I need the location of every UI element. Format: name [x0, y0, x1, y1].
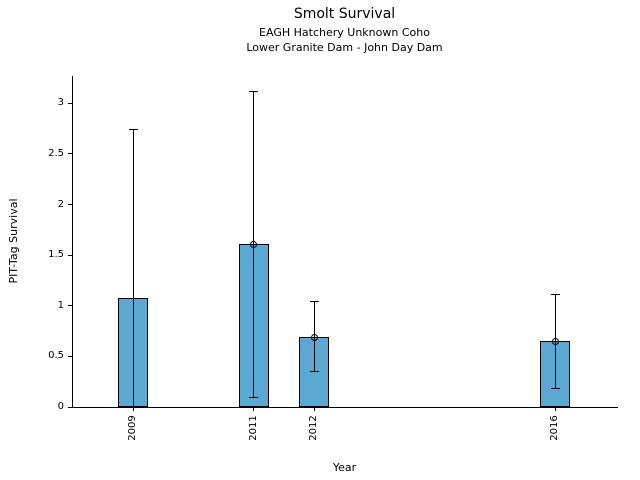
x-tick-label: 2009: [127, 415, 139, 441]
error-bar-cap-bottom: [249, 397, 259, 399]
y-tick-label: 2: [57, 198, 64, 210]
x-tick-label: 2011: [247, 415, 259, 441]
x-tick: [253, 407, 255, 411]
point-marker-icon: [310, 333, 318, 341]
y-tick-label: 3: [57, 97, 64, 109]
y-tick: [68, 305, 72, 307]
error-bar-cap-bottom: [550, 388, 560, 390]
y-tick-label: 1.5: [48, 249, 64, 261]
y-tick: [68, 153, 72, 155]
y-tick-label: 1: [57, 299, 64, 311]
y-tick: [68, 204, 72, 206]
y-axis-label: PIT-Tag Survival: [7, 198, 20, 284]
x-tick: [313, 407, 315, 411]
y-tick: [68, 406, 72, 408]
chart-title: Smolt Survival: [293, 6, 396, 22]
plot-area: 0 0.5 1 1.5 2 2.5 3 2009 2011 2012 2016: [48, 76, 618, 441]
error-bar-cap-top: [128, 129, 138, 131]
y-tick-label: 0: [57, 401, 64, 412]
x-tick-label: 2016: [549, 415, 561, 441]
y-tick: [68, 102, 72, 104]
x-tick: [132, 407, 134, 411]
error-bar-cap-top: [249, 90, 259, 92]
x-axis-label: Year: [332, 461, 357, 474]
chart-subtitle-line1: EAGH Hatchery Unknown Coho: [259, 26, 430, 39]
error-bar-cap-bottom: [309, 371, 319, 373]
y-tick: [68, 355, 72, 357]
chart-subtitle-line2: Lower Granite Dam - John Day Dam: [246, 41, 443, 54]
y-tick-label: 0.5: [48, 350, 64, 362]
point-marker-icon: [250, 240, 258, 248]
x-tick: [554, 407, 556, 411]
point-marker-icon: [551, 337, 559, 345]
y-tick: [68, 254, 72, 256]
y-tick-label: 2.5: [48, 147, 64, 159]
x-tick-label: 2012: [308, 415, 320, 441]
error-bar-line: [132, 129, 134, 407]
error-bar-cap-top: [550, 294, 560, 296]
error-bar-cap-top: [309, 301, 319, 303]
